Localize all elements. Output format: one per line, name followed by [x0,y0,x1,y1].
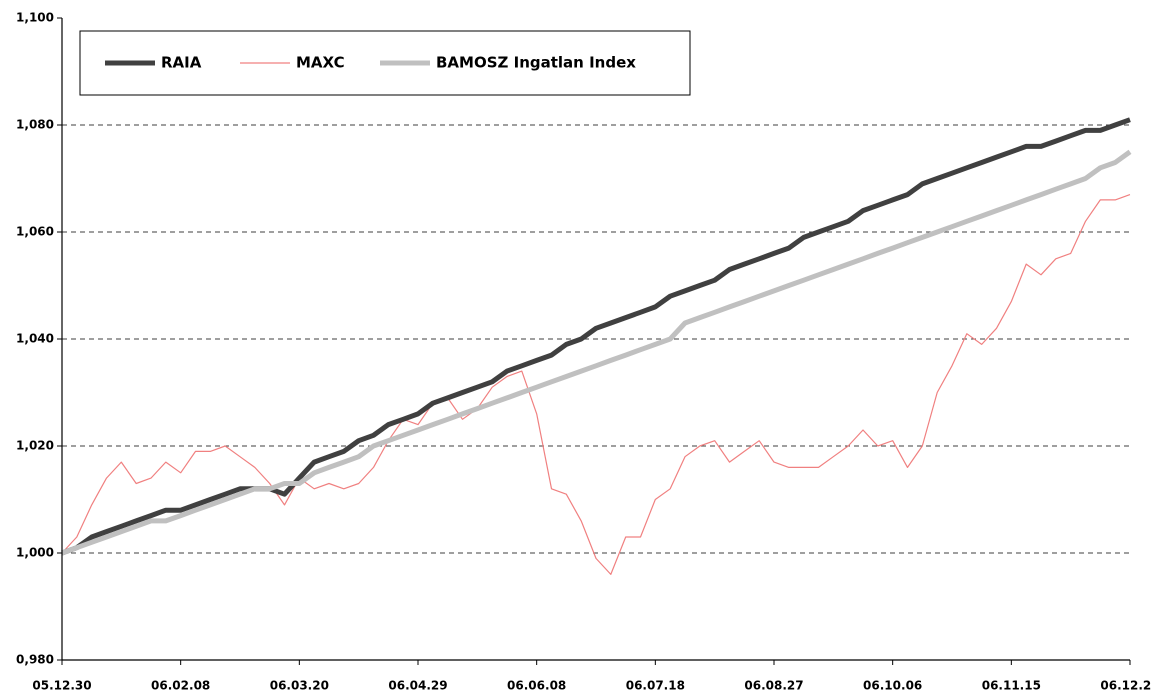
x-tick-label: 06.04.29 [388,679,447,693]
series-line [61,117,1131,556]
legend-label: RAIA [161,54,202,72]
x-tick-label: 06.10.06 [863,679,922,693]
x-tick-label: 06.11.15 [982,679,1041,693]
y-tick-label: 1,040 [16,332,54,346]
y-tick-label: 1,080 [16,118,54,132]
y-tick-label: 1,100 [16,11,54,25]
x-tick-label: 06.03.20 [270,679,329,693]
legend: RAIA MAXC BAMOSZ Ingatlan Index [79,30,691,96]
x-tick-label: 06.02.08 [151,679,210,693]
x-tick-label: 05.12.30 [32,679,91,693]
legend-label: MAXC [296,54,345,72]
series-line [61,149,1132,556]
y-tick-label: 1,000 [16,546,54,560]
y-tick-label: 1,020 [16,439,54,453]
x-tick-label: 06.08.27 [744,679,803,693]
x-tick-label: 06.06.08 [507,679,566,693]
x-tick-label: 06.07.18 [626,679,685,693]
y-tick-label: 0,980 [16,653,54,667]
legend-label: BAMOSZ Ingatlan Index [436,54,636,72]
y-tick-label: 1,060 [16,225,54,239]
x-tick-label: 06.12.25 [1100,679,1151,693]
series-line [61,194,1131,575]
